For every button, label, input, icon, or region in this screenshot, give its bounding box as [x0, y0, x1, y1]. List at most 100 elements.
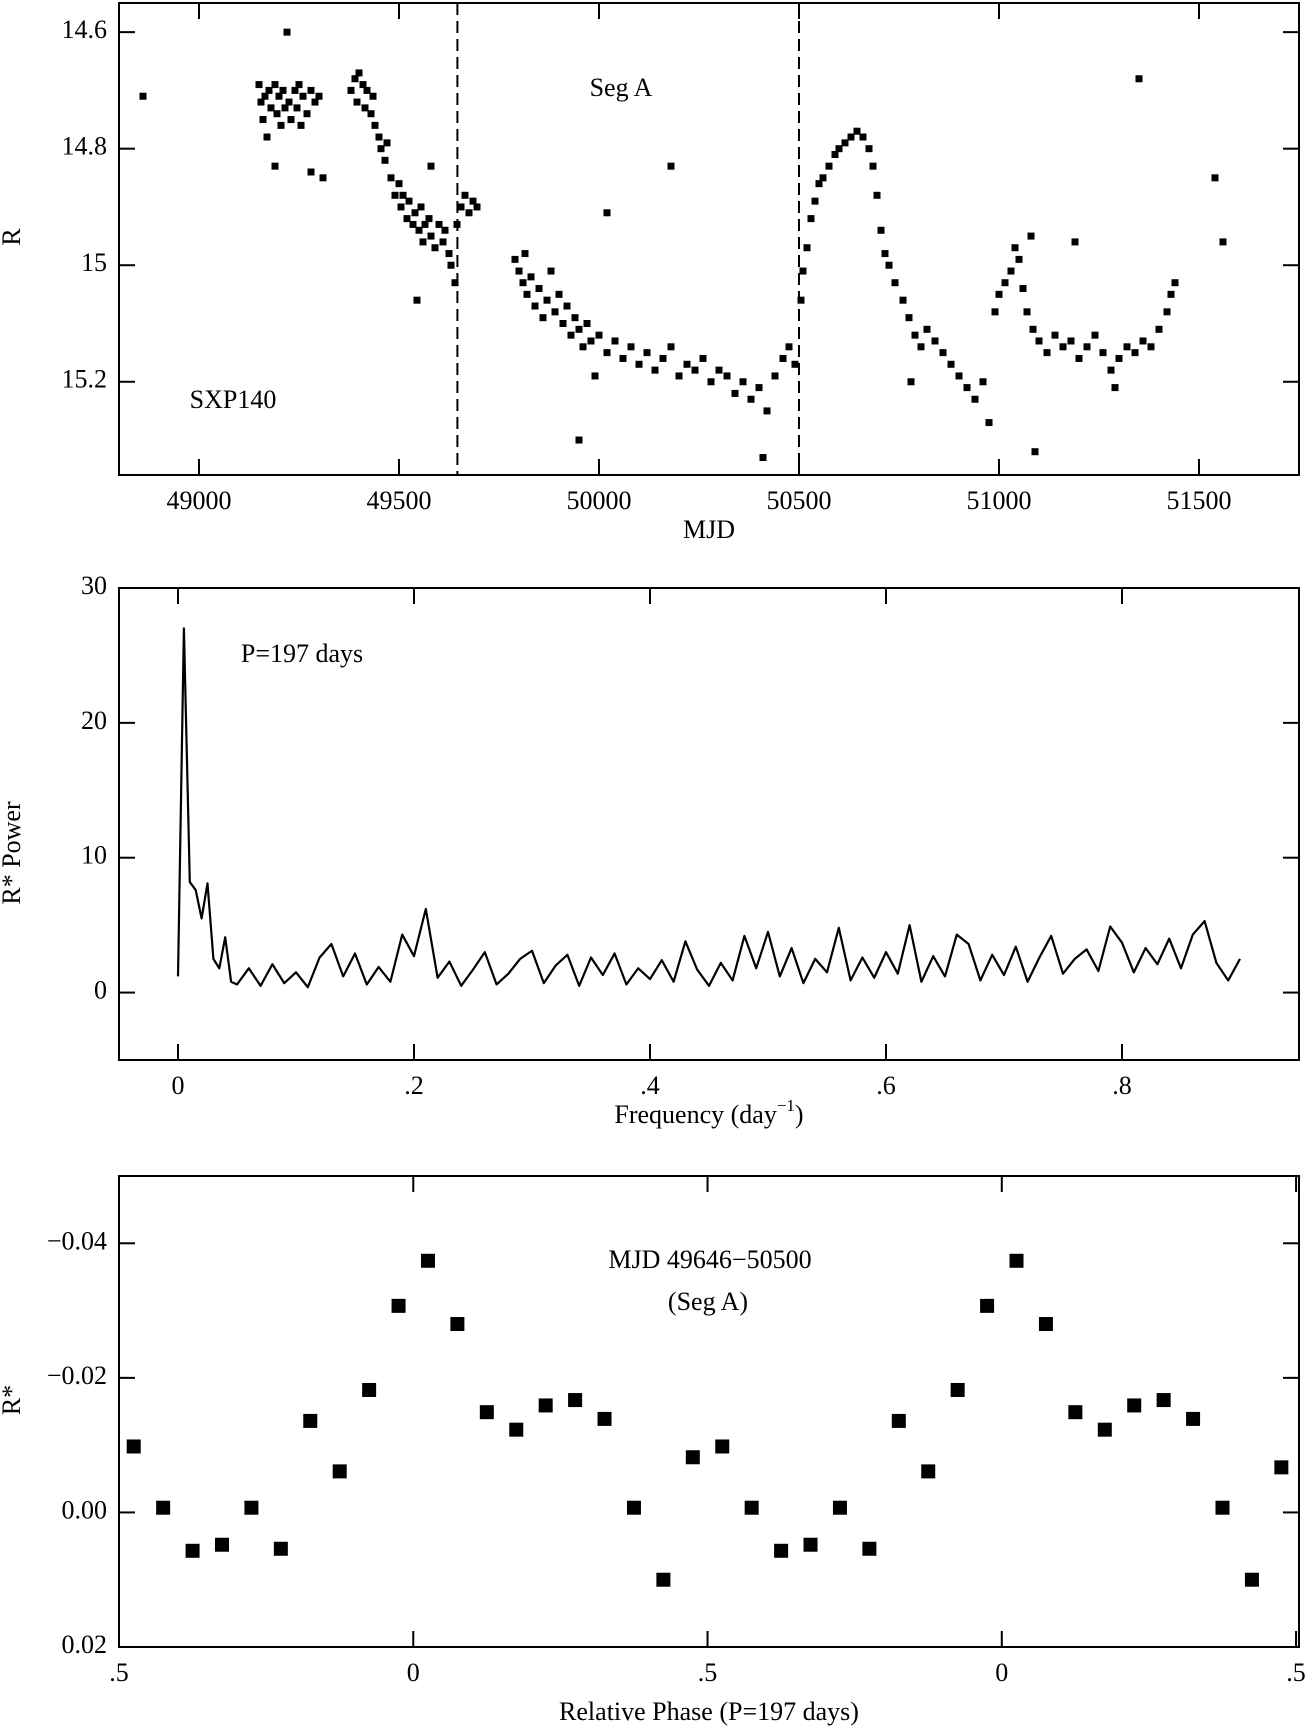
data-point [391, 191, 399, 199]
data-point [911, 331, 919, 339]
data-point [543, 296, 551, 304]
data-point [1051, 331, 1059, 339]
data-point [755, 384, 763, 392]
data-point [291, 86, 299, 94]
data-point [715, 366, 723, 374]
data-point [535, 285, 543, 293]
data-point [425, 215, 433, 223]
data-point [739, 378, 747, 386]
x-tick-label: .8 [1112, 1071, 1132, 1100]
data-point [369, 92, 377, 100]
x-axis-label-part: ) [795, 1100, 804, 1129]
data-point [275, 92, 283, 100]
y-tick-label: 0.00 [62, 1495, 108, 1524]
data-point [877, 226, 885, 234]
data-point [315, 92, 323, 100]
x-tick-label: 0 [172, 1071, 185, 1100]
x-tick-label: .5 [109, 1658, 129, 1687]
data-point [797, 296, 805, 304]
data-point [891, 279, 899, 287]
data-point [411, 209, 419, 217]
y-tick-label: 15 [81, 248, 107, 277]
data-point [575, 325, 583, 333]
data-point [453, 220, 461, 228]
data-point [273, 1541, 288, 1556]
data-point [1274, 1460, 1289, 1475]
data-point [1163, 308, 1171, 316]
data-point [332, 1464, 347, 1479]
data-point [1127, 1398, 1142, 1413]
data-point [907, 378, 915, 386]
data-point [731, 389, 739, 397]
data-point [619, 354, 627, 362]
data-point [445, 250, 453, 258]
data-point [415, 226, 423, 234]
data-point [931, 337, 939, 345]
data-point [126, 1439, 141, 1454]
data-point [595, 331, 603, 339]
data-point [635, 360, 643, 368]
data-point [431, 244, 439, 252]
x-tick-label: 51000 [967, 486, 1032, 515]
data-point [811, 197, 819, 205]
data-point [1107, 366, 1115, 374]
data-point [139, 92, 147, 100]
data-point [511, 255, 519, 263]
data-point [383, 139, 391, 147]
data-point [355, 69, 363, 77]
data-point [707, 378, 715, 386]
data-point [362, 1382, 377, 1397]
data-point [825, 162, 833, 170]
y-tick-label: 15.2 [62, 365, 108, 394]
data-point [265, 86, 273, 94]
data-point [479, 1405, 494, 1420]
data-point [447, 261, 455, 269]
data-point [841, 139, 849, 147]
data-point [461, 191, 469, 199]
data-point [583, 319, 591, 327]
data-point [575, 436, 583, 444]
data-point [667, 343, 675, 351]
data-point [791, 360, 799, 368]
data-point [347, 86, 355, 94]
data-point [287, 116, 295, 124]
data-point [439, 238, 447, 246]
data-point [257, 98, 265, 106]
data-point [1219, 238, 1227, 246]
data-point [509, 1422, 524, 1437]
data-point [363, 86, 371, 94]
data-point [979, 378, 987, 386]
data-point [1186, 1411, 1201, 1426]
data-point [1111, 384, 1119, 392]
x-tick-label: 50000 [567, 486, 632, 515]
data-point [279, 86, 287, 94]
data-point [1171, 279, 1179, 287]
data-point [803, 1537, 818, 1552]
data-point [815, 180, 823, 188]
data-point [303, 110, 311, 118]
data-point [627, 343, 635, 351]
data-point [261, 92, 269, 100]
data-point [759, 454, 767, 462]
data-point [413, 296, 421, 304]
data-point [293, 104, 301, 112]
x-tick-label: 49000 [167, 486, 232, 515]
data-point [626, 1500, 641, 1515]
data-point [361, 104, 369, 112]
data-point [1038, 1317, 1053, 1332]
x-axis-label: MJD [683, 515, 735, 544]
data-point [891, 1413, 906, 1428]
x-tick-label: 51500 [1167, 486, 1232, 515]
data-point [295, 81, 303, 89]
data-point [285, 98, 293, 106]
panel: .5 0 .5 0 .5 −0.04 −0.02 0.00 0.02 Relative Phase… [0, 1175, 1306, 1726]
data-point [1068, 1405, 1083, 1420]
data-point [435, 220, 443, 228]
data-point [905, 314, 913, 322]
data-point [865, 145, 873, 153]
data-point [559, 319, 567, 327]
data-point [297, 121, 305, 129]
data-point [819, 174, 827, 182]
x-tick-label: 50500 [767, 486, 832, 515]
data-point [1031, 448, 1039, 456]
